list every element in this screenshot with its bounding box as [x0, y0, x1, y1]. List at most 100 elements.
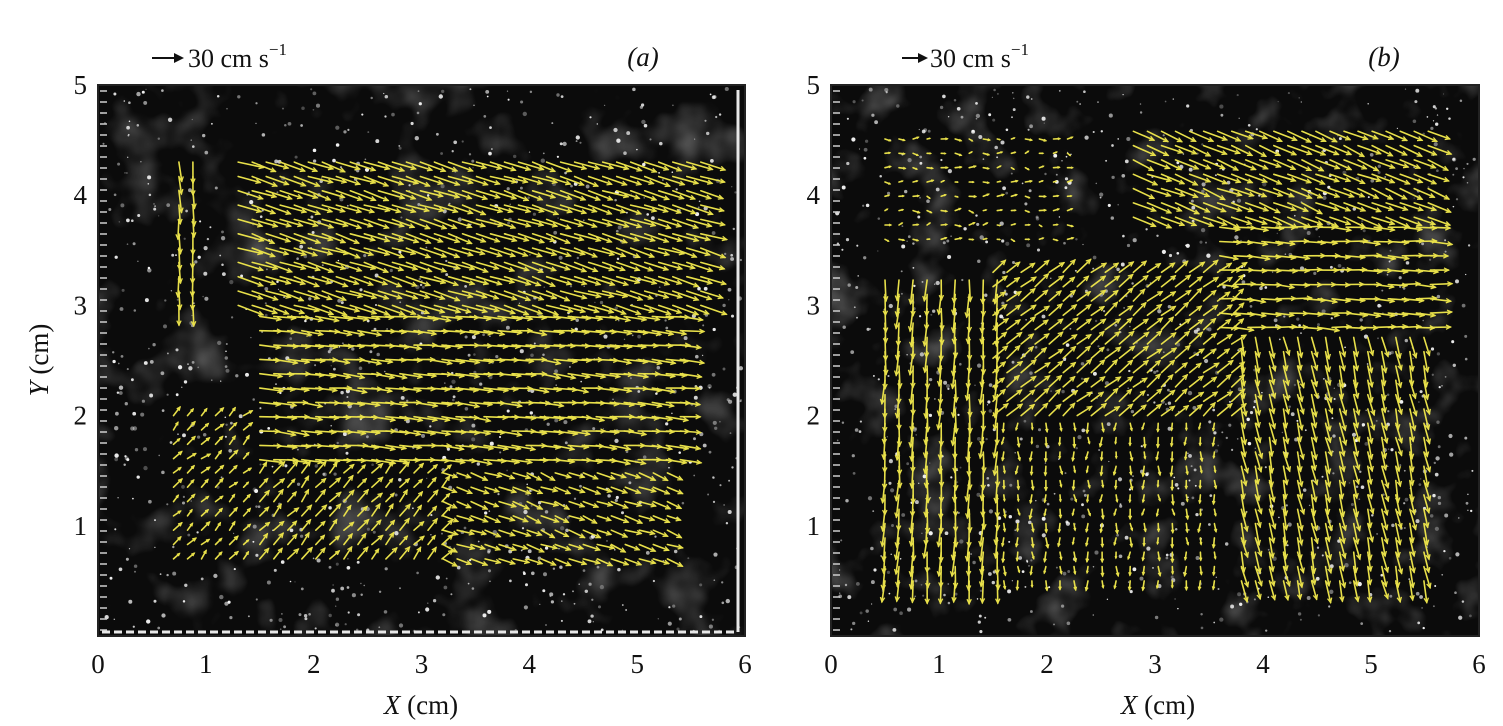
- particle: [975, 102, 978, 105]
- particle: [1412, 357, 1415, 360]
- particle: [939, 105, 944, 110]
- particle: [1080, 377, 1084, 380]
- particle: [366, 527, 370, 531]
- particle: [957, 413, 960, 417]
- particle: [1359, 470, 1362, 474]
- particle: [853, 306, 856, 309]
- particle: [294, 155, 298, 159]
- particle: [1415, 591, 1420, 596]
- particle: [558, 255, 563, 260]
- particle: [845, 238, 850, 242]
- particle: [1128, 488, 1132, 491]
- velocity-vector: [517, 247, 543, 258]
- particle: [578, 583, 581, 586]
- velocity-vector: [242, 493, 252, 503]
- particle: [391, 112, 395, 117]
- particle: [1452, 363, 1456, 367]
- velocity-vector: [898, 194, 905, 198]
- velocity-vector: [385, 503, 394, 517]
- particle: [137, 260, 139, 262]
- particle: [351, 347, 355, 351]
- particle: [584, 589, 589, 594]
- particle: [986, 404, 989, 406]
- particle: [361, 113, 364, 116]
- velocity-vector: [371, 444, 397, 452]
- particle: [457, 217, 462, 222]
- particle: [452, 395, 456, 399]
- particle: [1403, 526, 1406, 530]
- particle: [1318, 236, 1320, 238]
- particle: [338, 346, 341, 348]
- particle: [719, 484, 722, 487]
- x-tick-label: 1: [199, 649, 213, 679]
- velocity-vector: [265, 233, 292, 243]
- velocity-vector: [265, 247, 290, 256]
- velocity-vector: [497, 430, 523, 438]
- velocity-vector: [279, 247, 308, 257]
- velocity-vector: [685, 261, 714, 273]
- particle: [614, 438, 619, 444]
- velocity-vector: [1170, 580, 1174, 589]
- particle: [327, 350, 331, 354]
- particle: [311, 231, 315, 234]
- velocity-vector: [461, 204, 487, 216]
- particle: [993, 88, 996, 92]
- velocity-vector: [172, 535, 182, 546]
- particle: [206, 237, 210, 241]
- particle: [987, 400, 991, 404]
- velocity-vector: [272, 547, 283, 560]
- velocity-vector: [321, 161, 346, 173]
- particle: [576, 256, 579, 260]
- particle: [628, 481, 632, 485]
- velocity-vector: [559, 190, 587, 201]
- particle: [714, 426, 718, 430]
- velocity-vector: [242, 550, 250, 560]
- velocity-vector: [996, 238, 1002, 241]
- particle: [1422, 626, 1425, 630]
- velocity-vector: [321, 190, 346, 199]
- velocity-vector: [357, 518, 370, 532]
- velocity-vector: [615, 190, 641, 200]
- particle: [559, 142, 563, 146]
- velocity-vector: [357, 464, 367, 474]
- particle: [1273, 318, 1278, 323]
- particle: [153, 599, 157, 603]
- particle: [418, 102, 422, 106]
- particle: [453, 140, 458, 145]
- particle: [328, 613, 332, 618]
- particle: [996, 92, 999, 95]
- particle: [1014, 529, 1017, 532]
- particle: [202, 433, 207, 437]
- particle: [1058, 216, 1061, 218]
- particle: [147, 268, 152, 273]
- particle: [1106, 422, 1111, 426]
- velocity-vector: [314, 534, 326, 546]
- particle: [249, 200, 254, 205]
- velocity-vector: [601, 175, 628, 186]
- particle: [533, 414, 536, 417]
- particle: [1381, 289, 1384, 292]
- particle: [857, 275, 859, 277]
- particle: [197, 255, 201, 259]
- velocity-vector: [391, 233, 420, 244]
- velocity-vector: [300, 329, 325, 337]
- particle: [347, 557, 349, 560]
- velocity-vector: [413, 490, 424, 503]
- particle: [665, 326, 669, 330]
- particle: [1241, 280, 1246, 284]
- particle: [1304, 429, 1307, 432]
- particle: [337, 298, 342, 303]
- particle: [1253, 598, 1256, 601]
- particle: [1132, 475, 1134, 477]
- y-tick-label: 2: [807, 401, 821, 431]
- velocity-vector: [567, 387, 590, 394]
- particle: [104, 614, 109, 620]
- particle: [133, 564, 138, 568]
- velocity-vector: [587, 204, 613, 215]
- velocity-vector: [545, 247, 572, 258]
- particle: [732, 227, 735, 231]
- velocity-vector: [419, 161, 447, 173]
- particle: [406, 399, 409, 402]
- particle: [922, 594, 925, 597]
